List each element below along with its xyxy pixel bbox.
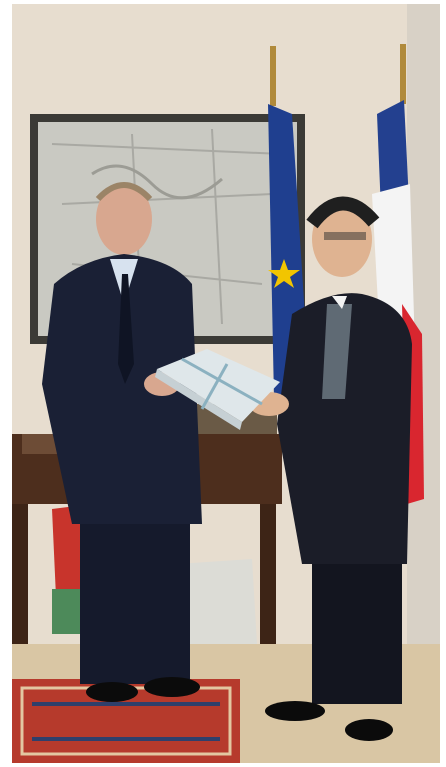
right-man-sweater [322, 304, 352, 399]
right-man-trousers [312, 564, 402, 704]
white-bag [177, 559, 257, 644]
photograph [12, 4, 440, 763]
gift-box [155, 349, 280, 430]
left-man-head [96, 183, 152, 255]
person-right [249, 196, 412, 741]
right-man-jacket [277, 293, 412, 564]
left-man-tie [118, 274, 134, 384]
left-man-jacket [42, 254, 202, 524]
left-man-trousers [80, 524, 190, 684]
flagpole-right-finial [400, 44, 406, 104]
eu-flag-star [268, 259, 300, 288]
person-left [42, 182, 202, 702]
flagpole-left-finial [270, 46, 276, 106]
